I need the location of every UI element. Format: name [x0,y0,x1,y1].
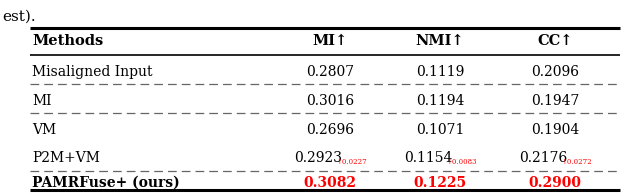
Text: 0.2696: 0.2696 [306,123,354,137]
Text: P2M+VM: P2M+VM [32,151,100,165]
Text: 0.1194: 0.1194 [416,94,464,108]
Text: 0.2807: 0.2807 [306,65,354,79]
Text: MI↑: MI↑ [313,34,348,48]
Text: 0.3016: 0.3016 [306,94,354,108]
Text: 0.1154: 0.1154 [404,151,452,165]
Text: NMI↑: NMI↑ [416,34,464,48]
Text: 0.2923: 0.2923 [294,151,342,165]
Text: 0.2900: 0.2900 [528,176,581,190]
Text: Misaligned Input: Misaligned Input [32,65,152,79]
Text: 0.3082: 0.3082 [304,176,357,190]
Text: 0.2176: 0.2176 [519,151,567,165]
Text: MI: MI [32,94,52,108]
Text: CC↑: CC↑ [537,34,573,48]
Text: ↑0.0227: ↑0.0227 [337,158,367,166]
Text: 0.1119: 0.1119 [416,65,464,79]
Text: 0.1904: 0.1904 [531,123,579,137]
Text: 0.1225: 0.1225 [413,176,466,190]
Text: 0.1947: 0.1947 [531,94,579,108]
Text: VM: VM [32,123,56,137]
Text: 0.1071: 0.1071 [416,123,464,137]
Text: PAMRFuse+ (ours): PAMRFuse+ (ours) [32,176,180,190]
Text: est).: est). [2,10,36,24]
Text: ↑0.0272: ↑0.0272 [561,158,592,166]
Text: 0.2096: 0.2096 [531,65,579,79]
Text: Methods: Methods [32,34,103,48]
Text: ↑0.0083: ↑0.0083 [447,158,477,166]
